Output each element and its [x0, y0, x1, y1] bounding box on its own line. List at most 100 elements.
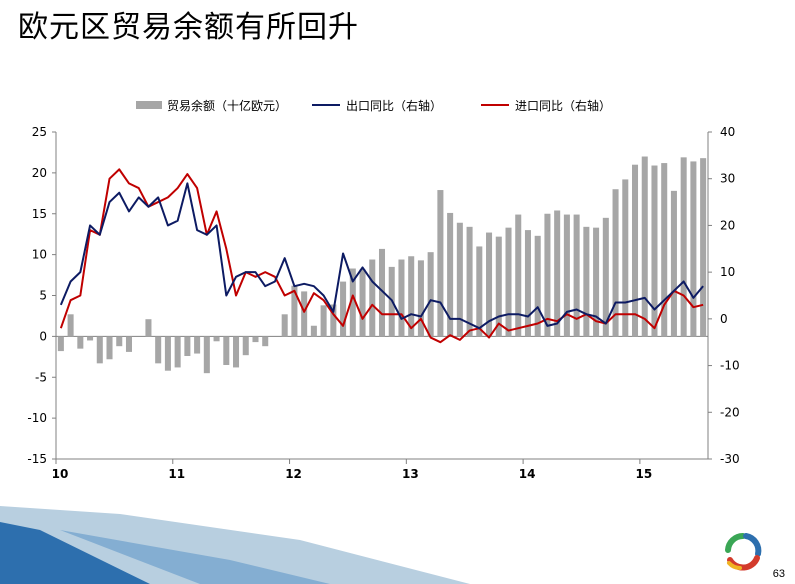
trade-balance-bar — [96, 336, 103, 364]
trade-balance-bar — [233, 336, 240, 368]
trade-balance-bar — [486, 232, 493, 337]
right-tick-label: -20 — [720, 405, 740, 419]
trade-balance-bar — [408, 256, 415, 337]
trade-balance-bar — [310, 325, 317, 337]
trade-balance-bar — [417, 260, 424, 337]
trade-balance-bar — [583, 226, 590, 337]
trade-balance-bar — [349, 268, 356, 337]
trade-balance-bar — [524, 230, 531, 337]
trade-balance-bar — [651, 165, 658, 337]
x-tick-label: 11 — [168, 467, 185, 481]
left-tick-label: -10 — [27, 411, 47, 425]
trade-balance-bar — [184, 336, 191, 356]
trade-balance-bar — [515, 214, 522, 337]
trade-balance-bar — [155, 336, 162, 364]
trade-balance-bar — [476, 246, 483, 337]
trade-balance-bar — [631, 164, 639, 337]
trade-balance-bar — [320, 305, 327, 337]
footer-swoosh — [0, 506, 470, 584]
trade-balance-bar — [242, 336, 249, 356]
left-tick-label: 5 — [39, 289, 47, 303]
trade-balance-bar — [291, 285, 298, 337]
trade-balance-bar — [612, 189, 619, 337]
x-tick-label: 13 — [402, 467, 419, 481]
trade-balance-bar — [398, 259, 405, 337]
trade-balance-bar — [534, 235, 541, 337]
trade-balance-bar — [369, 259, 376, 337]
trade-balance-bar — [670, 190, 677, 337]
left-tick-label: 25 — [32, 125, 47, 139]
trade-balance-bar — [505, 227, 512, 337]
trade-balance-bar — [466, 226, 473, 337]
trade-balance-bar — [203, 336, 210, 374]
lines-layer — [59, 168, 704, 344]
trade-balance-bar — [427, 252, 434, 337]
right-tick-label: -30 — [720, 452, 740, 466]
trade-balance-bar — [447, 212, 454, 337]
trade-balance-bar — [437, 190, 444, 337]
trade-balance-bar — [593, 227, 600, 337]
trade-balance-bar — [573, 214, 580, 337]
footer-swoosh-light — [0, 506, 470, 584]
left-tick-label: 0 — [39, 329, 47, 343]
logo-arc-red — [727, 555, 760, 571]
trade-balance-bar — [378, 248, 386, 337]
right-tick-label: 30 — [720, 172, 735, 186]
bars-layer — [57, 156, 707, 374]
trade-balance-bar — [57, 336, 64, 352]
trade-balance-bar — [340, 281, 347, 337]
left-tick-label: 10 — [32, 248, 47, 262]
trade-balance-bar — [602, 217, 609, 337]
trade-balance-bar — [690, 161, 697, 337]
logo-arc-blue — [743, 533, 762, 557]
footer-swoosh-dark — [0, 522, 150, 584]
x-tick-label: 14 — [519, 467, 536, 481]
legend-label-imports: 进口同比（右轴） — [515, 98, 611, 113]
imports-yoy-line — [59, 168, 704, 344]
legend-label-exports: 出口同比（右轴） — [346, 98, 442, 113]
page-number: 63 — [772, 568, 785, 580]
x-tick-label: 15 — [636, 467, 653, 481]
x-tick-label: 12 — [285, 467, 302, 481]
legend-label-bars: 贸易余额（十亿欧元） — [167, 98, 287, 113]
left-tick-label: -5 — [35, 370, 47, 384]
trade-balance-bar — [174, 336, 181, 368]
footer-swoosh-mid — [60, 530, 330, 584]
trade-balance-bar — [281, 314, 288, 337]
right-tick-label: 10 — [720, 265, 735, 279]
trade-balance-bar — [262, 336, 269, 347]
logo-arc-yellow — [727, 561, 742, 570]
trade-balance-bar — [641, 156, 648, 337]
trade-balance-bar — [661, 163, 668, 337]
trade-balance-bar — [223, 336, 230, 365]
trade-balance-bar — [164, 336, 171, 371]
trade-balance-bar — [680, 157, 687, 337]
trade-balance-bar — [563, 214, 570, 337]
trade-balance-bar — [87, 336, 94, 341]
trade-balance-bar — [359, 269, 366, 337]
trade-balance-bar — [622, 179, 629, 337]
trade-balance-bar — [252, 336, 259, 343]
logo-arc-green — [725, 532, 746, 553]
slide-title: 欧元区贸易余额有所回升 — [18, 10, 359, 45]
trade-balance-bar — [145, 319, 152, 337]
trade-balance-bar — [77, 336, 84, 349]
legend-swatch-bars — [136, 101, 162, 109]
left-tick-label: 20 — [32, 166, 47, 180]
right-tick-label: -10 — [720, 359, 740, 373]
x-tick-label: 10 — [52, 467, 69, 481]
trade-balance-bar — [194, 336, 201, 354]
trade-balance-bar — [116, 336, 123, 347]
trade-balance-bar — [456, 222, 463, 337]
trade-balance-bar — [125, 336, 133, 352]
company-logo — [725, 532, 762, 571]
trade-balance-bar — [301, 291, 308, 337]
right-tick-label: 0 — [720, 312, 728, 326]
trade-balance-bar — [544, 213, 551, 337]
right-tick-label: 40 — [720, 125, 735, 139]
trade-balance-bar — [700, 158, 707, 337]
exports-yoy-line — [59, 182, 704, 330]
trade-balance-bar — [495, 236, 502, 337]
right-tick-label: 20 — [720, 218, 735, 232]
